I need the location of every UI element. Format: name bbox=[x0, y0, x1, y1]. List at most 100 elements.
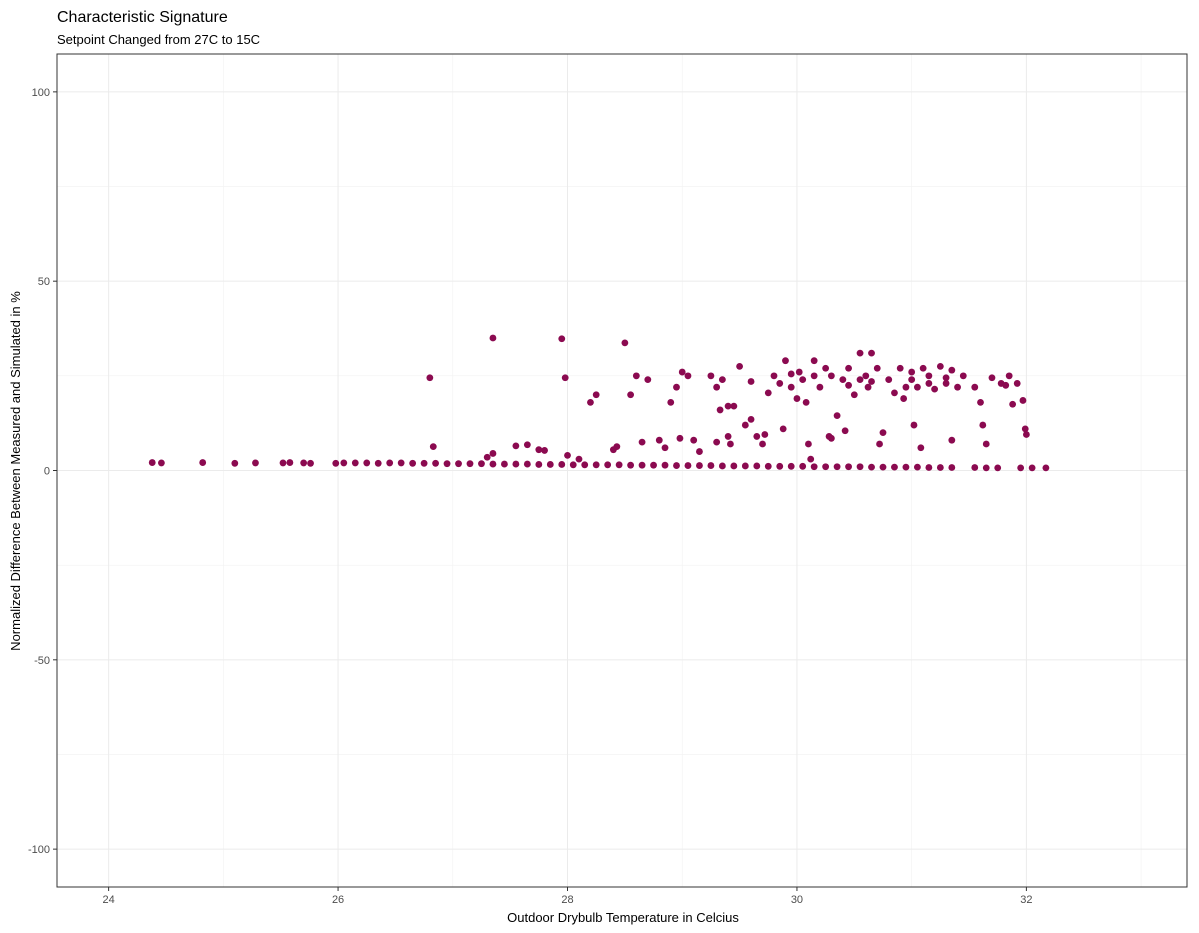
data-point bbox=[615, 461, 623, 469]
data-point bbox=[307, 459, 314, 467]
data-point bbox=[1019, 397, 1027, 404]
data-point bbox=[971, 464, 979, 471]
y-tick-label: -100 bbox=[28, 844, 50, 856]
x-axis-ticks: 24 26 28 30 32 bbox=[102, 887, 1033, 906]
data-point bbox=[644, 376, 652, 384]
data-point bbox=[1021, 425, 1029, 433]
data-point bbox=[535, 446, 543, 454]
data-point bbox=[977, 398, 984, 406]
data-point bbox=[910, 421, 918, 429]
data-point bbox=[827, 372, 835, 380]
data-point bbox=[914, 463, 921, 471]
data-point bbox=[795, 368, 803, 376]
data-point bbox=[779, 425, 787, 433]
x-tick-label: 30 bbox=[791, 894, 803, 906]
data-point bbox=[736, 362, 743, 370]
data-point bbox=[466, 460, 474, 468]
data-point bbox=[810, 372, 818, 380]
data-point bbox=[569, 461, 577, 469]
data-point bbox=[575, 455, 583, 463]
data-point bbox=[1022, 431, 1030, 438]
chart-title: Characteristic Signature bbox=[57, 9, 228, 26]
data-point bbox=[604, 461, 612, 469]
data-point bbox=[805, 440, 812, 448]
data-point bbox=[747, 415, 755, 423]
data-point bbox=[690, 436, 698, 444]
data-point bbox=[148, 459, 156, 466]
data-point bbox=[676, 434, 684, 442]
data-point bbox=[696, 448, 703, 455]
data-point bbox=[948, 366, 956, 374]
data-point bbox=[845, 463, 852, 471]
data-point bbox=[850, 391, 858, 399]
data-point bbox=[864, 383, 872, 391]
data-point bbox=[942, 374, 950, 382]
data-point bbox=[523, 441, 531, 449]
data-point bbox=[558, 335, 566, 343]
data-point bbox=[994, 464, 1002, 472]
data-point bbox=[931, 385, 939, 393]
data-point bbox=[753, 462, 761, 470]
data-point bbox=[420, 459, 428, 467]
data-point bbox=[979, 421, 987, 429]
gridlines bbox=[57, 54, 1187, 887]
data-point bbox=[764, 389, 772, 397]
data-point bbox=[793, 395, 801, 402]
data-point bbox=[856, 349, 864, 357]
data-point bbox=[1028, 464, 1036, 472]
data-point bbox=[942, 380, 950, 387]
data-point bbox=[885, 376, 893, 384]
data-point bbox=[489, 460, 497, 468]
chart-subtitle: Setpoint Changed from 27C to 15C bbox=[57, 32, 260, 47]
data-point bbox=[925, 372, 933, 380]
data-point bbox=[340, 459, 348, 467]
data-point bbox=[1005, 372, 1013, 380]
data-point bbox=[948, 464, 956, 471]
data-point bbox=[489, 334, 497, 342]
data-point bbox=[908, 376, 916, 384]
data-point bbox=[902, 463, 910, 471]
data-point bbox=[917, 444, 925, 452]
data-point bbox=[1009, 400, 1017, 408]
data-point bbox=[279, 459, 287, 467]
data-point bbox=[822, 364, 830, 372]
data-point bbox=[627, 391, 635, 399]
data-point bbox=[845, 381, 852, 389]
data-points bbox=[148, 334, 1050, 472]
data-point bbox=[925, 464, 933, 471]
data-point bbox=[841, 427, 849, 435]
data-point bbox=[802, 398, 810, 406]
data-point bbox=[638, 461, 646, 469]
data-point bbox=[478, 460, 485, 468]
data-point bbox=[845, 364, 852, 372]
data-point bbox=[592, 391, 600, 399]
data-point bbox=[807, 455, 815, 463]
data-point bbox=[948, 436, 956, 444]
data-point bbox=[661, 461, 669, 469]
data-point bbox=[561, 374, 569, 382]
data-point bbox=[799, 462, 807, 470]
data-point bbox=[856, 376, 864, 384]
data-point bbox=[678, 368, 686, 376]
data-point bbox=[908, 368, 916, 376]
data-point bbox=[432, 459, 439, 467]
data-point bbox=[724, 402, 732, 410]
data-point bbox=[564, 451, 571, 459]
data-point bbox=[661, 444, 669, 452]
data-point bbox=[902, 383, 910, 391]
x-tick-label: 32 bbox=[1020, 894, 1032, 906]
data-point bbox=[741, 421, 749, 429]
y-tick-label: -50 bbox=[34, 655, 50, 667]
data-point bbox=[753, 433, 761, 440]
data-point bbox=[397, 459, 405, 467]
data-point bbox=[535, 461, 543, 468]
data-point bbox=[684, 462, 692, 469]
x-tick-label: 24 bbox=[102, 894, 114, 906]
data-point bbox=[1002, 381, 1010, 389]
data-point bbox=[707, 462, 715, 469]
data-point bbox=[764, 462, 772, 470]
data-point bbox=[868, 349, 875, 357]
data-point bbox=[833, 412, 841, 419]
data-point bbox=[839, 376, 847, 384]
